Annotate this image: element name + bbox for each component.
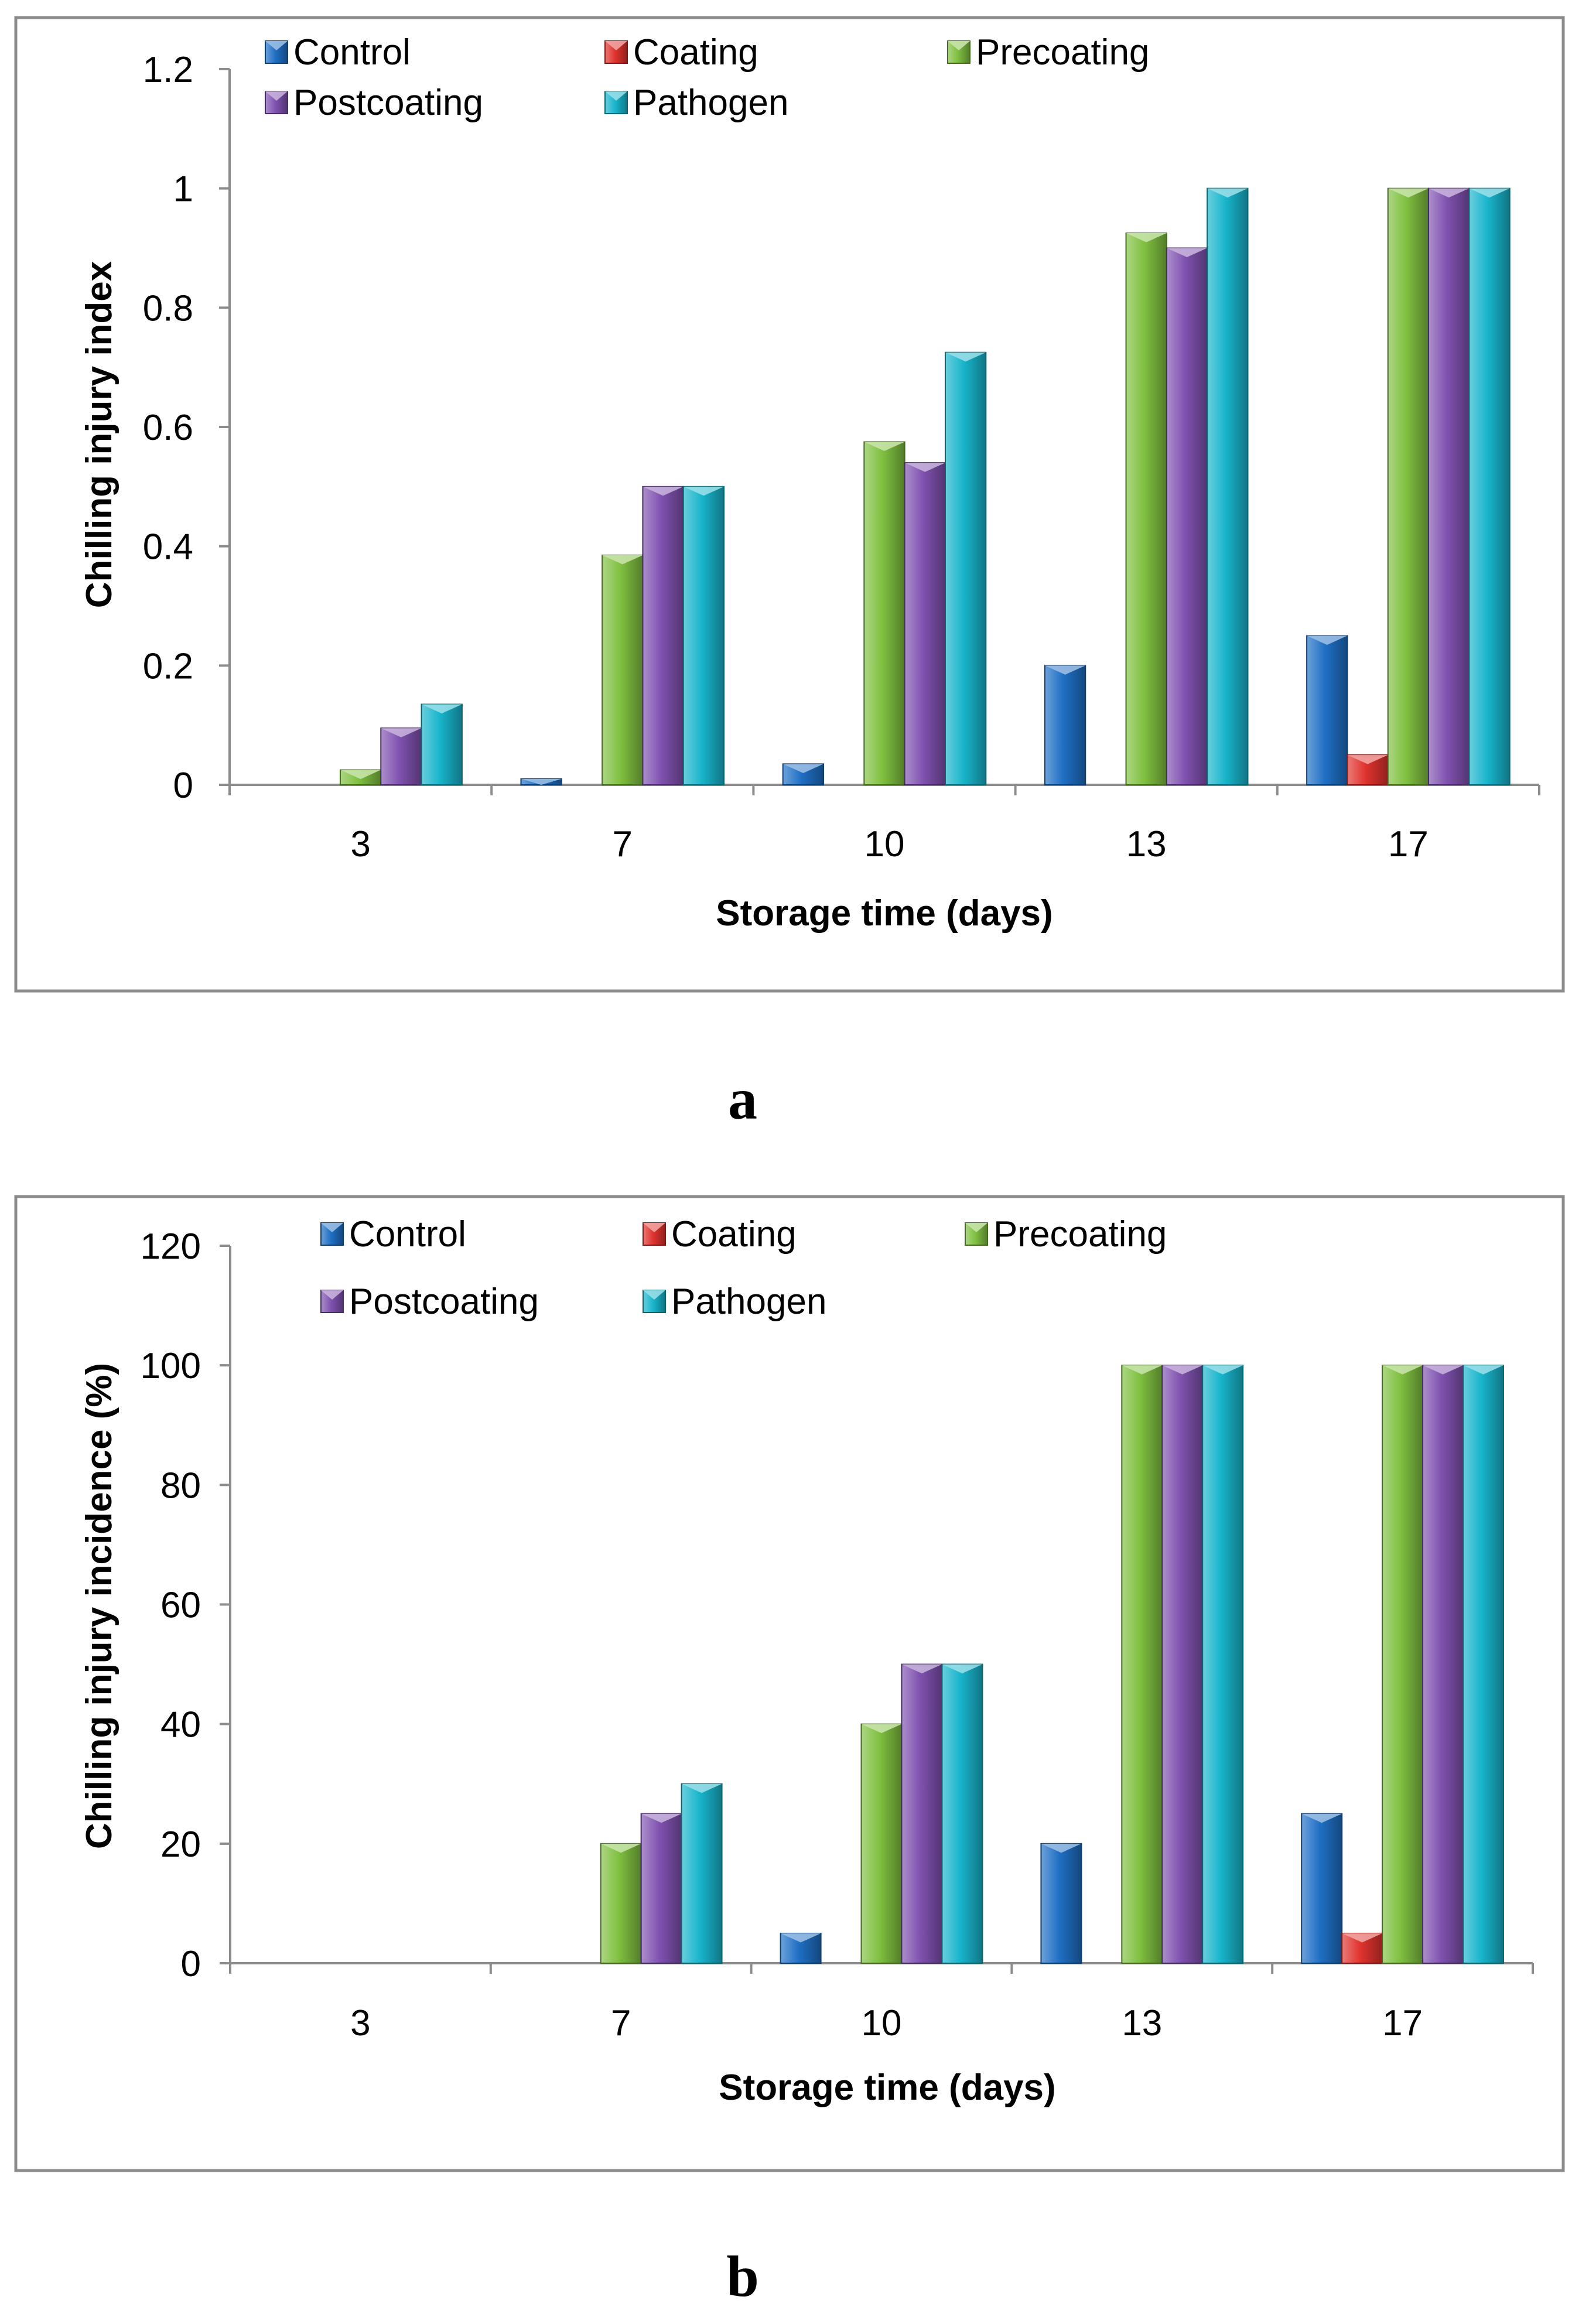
legend-item-precoating: Precoating	[947, 32, 1149, 73]
legend-label: Postcoating	[293, 83, 483, 123]
x-tick-label: 17	[1382, 2003, 1423, 2043]
bar-postcoating-13	[1161, 1365, 1204, 1964]
bar-control-17	[1306, 635, 1348, 785]
legend-label: Pathogen	[633, 83, 788, 123]
bar-control-10	[782, 763, 825, 785]
chart-a-plot-area: 0 0.2 0.4 0.6 0.8 1 1.2 3 7 10 13 17 Control Coating P…	[143, 32, 1540, 864]
bar-postcoating-3	[380, 727, 422, 785]
y-tick-label: 0.8	[143, 288, 193, 329]
bar-postcoating-10	[904, 462, 946, 785]
bar-precoating-3	[339, 769, 382, 785]
y-tick-label: 120	[141, 1226, 201, 1267]
x-tick-label: 10	[862, 2003, 902, 2043]
legend-label: Postcoating	[349, 1281, 539, 1322]
legend-item-postcoating: Postcoating	[320, 1281, 539, 1322]
bar-pathogen-3	[421, 703, 463, 786]
bar-postcoating-13	[1166, 247, 1208, 785]
legend-label: Precoating	[993, 1214, 1167, 1255]
legend-item-coating: Coating	[604, 32, 758, 73]
x-tick-label: 7	[613, 824, 633, 864]
y-tick-label: 0	[181, 1944, 201, 1984]
chart-a-ylabel: Chilling injury index	[79, 261, 119, 608]
y-tick-label: 40	[160, 1705, 201, 1745]
chart-a-frame	[14, 16, 1565, 993]
y-tick-label: 20	[160, 1824, 201, 1865]
panel-label-a: a	[728, 1067, 757, 1132]
bar-control-17	[1301, 1813, 1343, 1964]
x-tick-label: 17	[1388, 824, 1429, 864]
bar-precoating-10	[863, 441, 905, 785]
legend-label: Pathogen	[671, 1281, 826, 1322]
legend-label: Control	[293, 32, 411, 73]
chart-b-frame	[14, 1195, 1565, 2172]
bar-control-13	[1044, 665, 1086, 786]
bar-postcoating-17	[1422, 1365, 1464, 1964]
x-tick-label: 13	[1126, 824, 1167, 864]
chart-b: 0 20 40 60 80 100 120 3 7 10 13 17 Control Coating Pre…	[14, 1195, 1565, 2172]
bar-pathogen-10	[941, 1663, 983, 1964]
chart-a-xlabel: Storage time (days)	[716, 893, 1053, 934]
bar-coating-17	[1347, 754, 1389, 786]
bar-precoating-13	[1125, 233, 1167, 785]
bar-precoating-7	[600, 1843, 642, 1964]
bar-postcoating-17	[1428, 187, 1470, 785]
legend: Control Coating Precoating Postcoating Patho…	[320, 1214, 1167, 1322]
panel-label-b: b	[726, 2244, 759, 2309]
y-tick-label: 0.6	[143, 408, 193, 448]
chart-b-xlabel: Storage time (days)	[719, 2067, 1055, 2108]
chart-b-ylabel: Chilling injury incidence (%)	[79, 1363, 119, 1849]
chart-b-plot-area: 0 20 40 60 80 100 120 3 7 10 13 17 Control Coating Pre…	[141, 1214, 1534, 2043]
legend-item-control: Control	[265, 32, 411, 73]
bar-precoating-10	[860, 1723, 903, 1964]
bar-control-10	[780, 1932, 822, 1964]
legend-label: Precoating	[976, 32, 1149, 73]
y-tick-label: 1.2	[143, 50, 193, 90]
y-tick-label: 0	[173, 765, 193, 806]
y-tick-label: 0.4	[143, 527, 193, 568]
legend-item-precoating: Precoating	[965, 1214, 1167, 1255]
legend-item-coating: Coating	[643, 1214, 797, 1255]
bar-pathogen-7	[682, 486, 725, 785]
y-tick-label: 0.2	[143, 646, 193, 686]
legend-item-pathogen: Pathogen	[604, 83, 788, 123]
x-tick-label: 3	[350, 824, 370, 864]
bar-control-7	[520, 778, 562, 785]
legend-label: Control	[349, 1214, 466, 1255]
bar-precoating-7	[602, 554, 644, 785]
bar-postcoating-7	[640, 1813, 682, 1964]
x-tick-label: 7	[611, 2003, 631, 2043]
bar-pathogen-10	[944, 351, 987, 785]
y-tick-label: 1	[173, 169, 193, 210]
bar-pathogen-17	[1468, 187, 1511, 785]
x-tick-label: 3	[350, 2003, 370, 2043]
bar-pathogen-13	[1202, 1365, 1244, 1964]
bar-pathogen-13	[1207, 187, 1249, 785]
bar-control-13	[1040, 1843, 1082, 1964]
bar-pathogen-7	[681, 1783, 723, 1964]
bar-pathogen-17	[1462, 1365, 1504, 1964]
bar-postcoating-7	[642, 486, 684, 785]
legend-item-pathogen: Pathogen	[643, 1281, 826, 1322]
bar-precoating-17	[1387, 187, 1430, 785]
legend-label: Coating	[671, 1214, 797, 1255]
x-tick-label: 13	[1122, 2003, 1162, 2043]
y-tick-label: 60	[160, 1585, 201, 1626]
bar-coating-17	[1341, 1932, 1383, 1964]
chart-a: 0 0.2 0.4 0.6 0.8 1 1.2 3 7 10 13 17 Control Coating P…	[14, 16, 1565, 993]
y-tick-label: 100	[141, 1346, 201, 1386]
x-tick-label: 10	[864, 824, 905, 864]
bar-precoating-17	[1382, 1365, 1424, 1964]
legend-item-postcoating: Postcoating	[265, 83, 483, 123]
legend-label: Coating	[633, 32, 758, 73]
bar-postcoating-10	[901, 1663, 943, 1964]
legend-item-control: Control	[320, 1214, 466, 1255]
bar-precoating-13	[1121, 1365, 1163, 1964]
y-tick-label: 80	[160, 1465, 201, 1506]
legend: Control Coating Precoating Postcoating Patho…	[265, 32, 1149, 123]
